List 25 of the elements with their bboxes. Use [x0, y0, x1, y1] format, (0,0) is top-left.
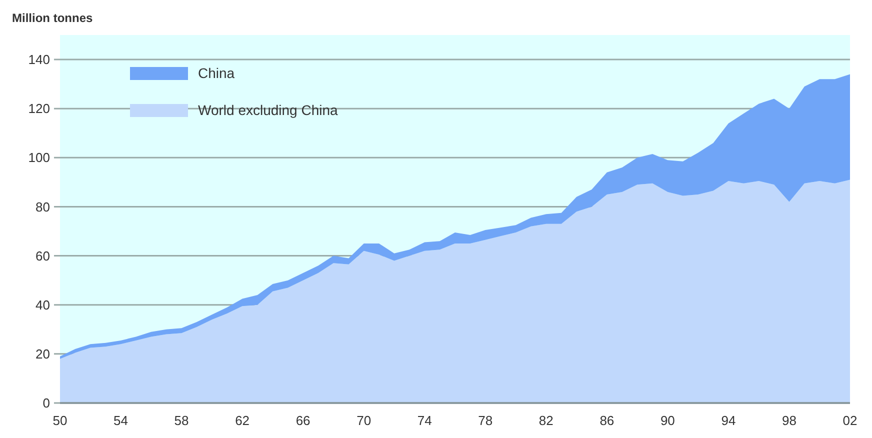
x-tick-label: 90 [660, 413, 675, 428]
x-tick-label: 86 [600, 413, 614, 428]
x-tick-label: 74 [417, 413, 432, 428]
x-tick-label: 62 [235, 413, 250, 428]
x-tick-label: 02 [842, 413, 858, 428]
x-tick-label: 78 [478, 413, 493, 428]
y-tick-label: 100 [28, 150, 50, 166]
x-tick-label: 66 [296, 413, 310, 428]
x-tick-label: 58 [174, 413, 189, 428]
y-tick-label: 0 [42, 396, 50, 411]
y-tick-label: 80 [36, 199, 50, 214]
y-tick-label: 20 [36, 346, 50, 362]
y-tick-label: 40 [36, 297, 50, 312]
y-tick-label: 120 [28, 101, 50, 116]
y-tick-label: 60 [36, 248, 50, 264]
legend-label: World excluding China [198, 102, 338, 118]
x-tick-label: 54 [114, 413, 128, 428]
x-tick-label: 94 [721, 413, 736, 428]
x-tick-label: 98 [782, 413, 796, 428]
legend-label: China [198, 64, 235, 81]
x-tick-label: 70 [356, 413, 372, 428]
y-tick-label: 140 [28, 52, 50, 68]
y-axis-title: Million tonnes [12, 11, 93, 25]
x-tick-label: 50 [52, 413, 68, 428]
x-tick-label: 82 [538, 413, 554, 428]
